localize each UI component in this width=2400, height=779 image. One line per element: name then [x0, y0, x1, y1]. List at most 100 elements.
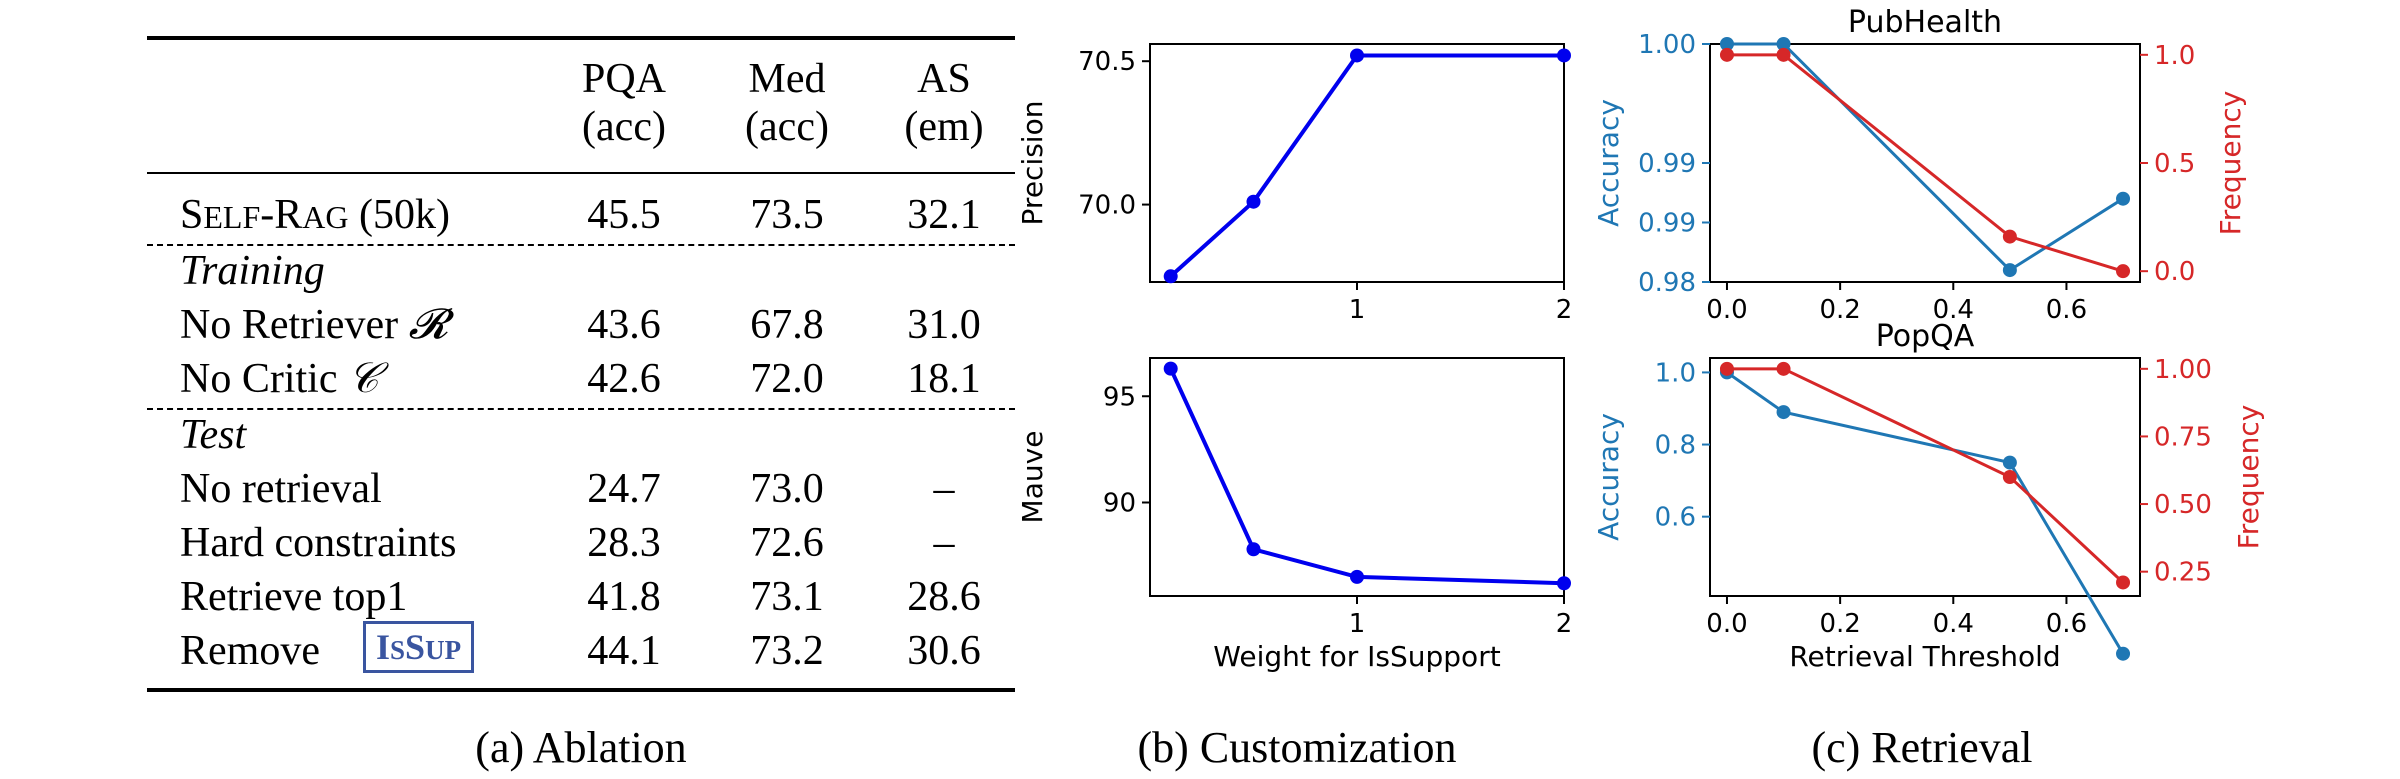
- chart-1-frame: [1149, 357, 1565, 597]
- chart-2-ytick-label: 0.99: [1638, 149, 1696, 179]
- chart-2-ylabel: Accuracy: [1592, 99, 1625, 227]
- retriever-symbol: 𝓡: [408, 302, 448, 348]
- selfrag-pqa: 45.5: [587, 192, 661, 238]
- chart-0-ylabel: Precision: [1016, 101, 1049, 226]
- chart-0-series-0-point: [1246, 194, 1261, 209]
- chart-2-y2label: Frequency: [2214, 91, 2247, 236]
- chart-2-y2tick-label: 0.0: [2154, 257, 2195, 287]
- dashed-rule-training: [147, 244, 1015, 246]
- issup-token-box: ISSUP: [363, 621, 475, 673]
- chart-3-xlabel: Retrieval Threshold: [1789, 640, 2060, 673]
- chart-2-series-1-point: [1776, 47, 1791, 62]
- chart-3-xtick-label: 0.0: [1706, 609, 1747, 639]
- chart-2-series-1-point: [1719, 47, 1734, 62]
- header-med-metric: (acc): [745, 104, 829, 150]
- chart-1-series-0-line: [1168, 367, 1565, 586]
- chart-3-xtick-label: 0.2: [1819, 609, 1860, 639]
- chart-3-ytick-label: 0.6: [1655, 503, 1696, 533]
- chart-0-series-0-point: [1350, 48, 1364, 63]
- chart-0-series-0-line: [1169, 53, 1564, 278]
- header-as-metric: (em): [904, 104, 984, 150]
- chart-3-series-1-point: [2116, 575, 2131, 590]
- chart-3-series-1-line: [1726, 367, 2125, 584]
- selfrag-med: 73.5: [750, 192, 824, 238]
- issup-up: UP: [425, 635, 462, 665]
- no-retrieval-pqa: 24.7: [587, 466, 661, 512]
- row-remove-label: Remove: [180, 628, 320, 674]
- retrieve-top1-pqa: 41.8: [587, 574, 661, 620]
- chart-1-series-0-point: [1350, 569, 1364, 584]
- chart-2-series-1-point: [2002, 229, 2017, 244]
- chart-3-xtick-label: 0.6: [2046, 609, 2087, 639]
- chart-0-series-0-point: [1163, 269, 1178, 284]
- chart-2-xtick-label: 0.6: [2046, 295, 2087, 325]
- header-as-name: AS: [917, 56, 971, 102]
- selfrag-ag: AG: [302, 199, 349, 235]
- issup-s2: S: [405, 627, 426, 667]
- chart-3-series-0-point: [1776, 405, 1791, 420]
- chart-0-series-0-point: [1557, 48, 1571, 63]
- chart-3-xtick-label: 0.4: [1933, 609, 1974, 639]
- header-rule: [147, 172, 1015, 174]
- critic-symbol: 𝒞: [347, 356, 379, 402]
- chart-2-y2tick-label: 0.5: [2154, 149, 2195, 179]
- bottom-rule: [147, 688, 1015, 692]
- no-retriever-pqa: 43.6: [587, 302, 661, 348]
- chart-0-ytick-label: 70.0: [1078, 191, 1136, 221]
- chart-3-series-1-point: [1719, 361, 1734, 376]
- header-as: AS (em): [869, 58, 1019, 148]
- chart-1-xlabel: Weight for IsSupport: [1213, 640, 1500, 673]
- selfrag-as: 32.1: [907, 192, 981, 238]
- no-critic-as: 18.1: [907, 356, 981, 402]
- chart-3-series-0-line: [1726, 371, 2125, 655]
- chart-2-frame: [1709, 43, 2141, 283]
- ablation-table: PQA (acc) Med (acc) AS (em) SELF-RAG (50…: [147, 36, 1015, 696]
- header-med: Med (acc): [712, 58, 862, 148]
- chart-2-series-0-point: [1719, 37, 1734, 51]
- hard-constraints-as: –: [933, 520, 955, 566]
- chart-1-ylabel: Mauve: [1016, 431, 1049, 524]
- chart-2-y2tick-label: 1.0: [2154, 41, 2195, 71]
- no-retriever-text: No Retriever: [180, 302, 409, 348]
- row-no-retriever-label: No Retriever 𝓡: [180, 304, 448, 346]
- top-rule: [147, 36, 1015, 40]
- remove-issup-med: 73.2: [750, 628, 824, 674]
- chart-3-y2tick-label: 1.00: [2154, 355, 2212, 385]
- remove-issup-as: 30.6: [907, 628, 981, 674]
- chart-2-ytick-label: 0.98: [1638, 268, 1696, 298]
- chart-3-ylabel: Accuracy: [1592, 413, 1625, 541]
- retrieve-top1-med: 73.1: [750, 574, 824, 620]
- chart-3-series-1-point: [1776, 361, 1791, 376]
- chart-3-title: PopQA: [1876, 319, 1975, 354]
- caption-ablation: (a) Ablation: [475, 723, 687, 772]
- chart-1-series-0-point: [1246, 542, 1261, 557]
- header-pqa: PQA (acc): [549, 58, 699, 148]
- header-pqa-name: PQA: [581, 56, 667, 102]
- issup-s1: S: [390, 635, 406, 665]
- row-selfrag-label: SELF-RAG (50k): [180, 194, 450, 236]
- chart-1-ytick-label: 95: [1103, 382, 1136, 412]
- chart-1-xtick-label: 2: [1556, 609, 1573, 639]
- no-critic-med: 72.0: [750, 356, 824, 402]
- row-no-critic-label: No Critic 𝒞: [180, 358, 379, 400]
- chart-3-y2tick-label: 0.75: [2154, 422, 2212, 452]
- row-retrieve-top1-label: Retrieve top1: [180, 574, 408, 620]
- chart-0-frame: [1149, 43, 1565, 283]
- issup-i: I: [376, 627, 391, 667]
- chart-1-series-0-point: [1163, 361, 1178, 376]
- hard-constraints-med: 72.6: [750, 520, 824, 566]
- chart-1-ytick-label: 90: [1103, 489, 1136, 519]
- section-test: Test: [180, 412, 247, 458]
- chart-1-series-0-point: [1557, 576, 1571, 591]
- selfrag-s: S: [180, 192, 204, 238]
- chart-0-xtick-label: 2: [1556, 295, 1573, 325]
- caption-retrieval: (c) Retrieval: [1811, 723, 2033, 772]
- chart-3-y2tick-label: 0.50: [2154, 490, 2212, 520]
- chart-0-ytick-label: 70.5: [1078, 47, 1136, 77]
- selfrag-elf: ELF: [203, 199, 261, 235]
- chart-2-series-0-point: [2116, 191, 2131, 206]
- chart-2-series-1-point: [2116, 264, 2131, 279]
- hard-constraints-pqa: 28.3: [587, 520, 661, 566]
- no-retriever-med: 67.8: [750, 302, 824, 348]
